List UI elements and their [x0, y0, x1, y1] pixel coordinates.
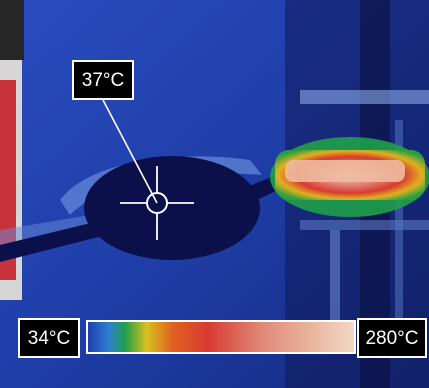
- scale-max-label: 280°C: [357, 318, 427, 358]
- crosshair-icon: [120, 166, 194, 240]
- scale-min-label: 34°C: [18, 318, 80, 358]
- canister-cap: [0, 0, 24, 60]
- scale-gradient: [88, 322, 354, 352]
- cold-object: [84, 156, 260, 260]
- pointer-line: [102, 99, 158, 204]
- temperature-scale-bar: [86, 320, 356, 354]
- spot-temperature-label: 37°C: [72, 60, 134, 100]
